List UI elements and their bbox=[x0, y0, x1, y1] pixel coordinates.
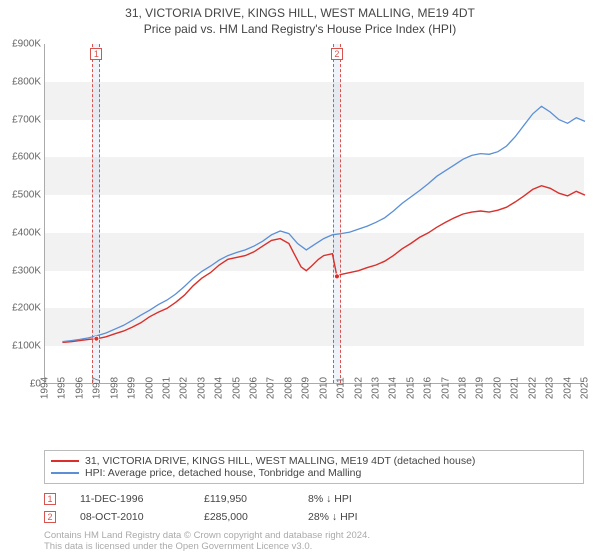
x-axis-tick-label: 2016 bbox=[423, 377, 434, 399]
legend-swatch bbox=[51, 472, 79, 474]
x-axis-tick-label: 2014 bbox=[388, 377, 399, 399]
x-axis-tick-label: 1994 bbox=[40, 377, 51, 399]
sale-date: 11-DEC-1996 bbox=[80, 493, 180, 505]
legend-label: 31, VICTORIA DRIVE, KINGS HILL, WEST MAL… bbox=[85, 455, 475, 467]
x-axis-tick-label: 1995 bbox=[57, 377, 68, 399]
legend-box: 31, VICTORIA DRIVE, KINGS HILL, WEST MAL… bbox=[44, 450, 584, 484]
x-axis-tick-label: 2019 bbox=[475, 377, 486, 399]
plot-area: 12£0£100K£200K£300K£400K£500K£600K£700K£… bbox=[44, 44, 584, 384]
y-axis-tick-label: £400K bbox=[1, 227, 41, 238]
x-axis-tick-label: 2021 bbox=[510, 377, 521, 399]
x-axis-tick-label: 2010 bbox=[318, 377, 329, 399]
title-subtitle: Price paid vs. HM Land Registry's House … bbox=[0, 22, 600, 36]
marker-box-icon: 2 bbox=[44, 511, 56, 523]
x-axis-tick-label: 2002 bbox=[179, 377, 190, 399]
attribution-text: Contains HM Land Registry data © Crown c… bbox=[44, 530, 370, 553]
y-axis-tick-label: £600K bbox=[1, 152, 41, 163]
x-axis-tick-label: 2000 bbox=[144, 377, 155, 399]
y-axis-tick-label: £700K bbox=[1, 114, 41, 125]
table-row: 1 11-DEC-1996 £119,950 8% ↓ HPI bbox=[44, 490, 428, 508]
legend-label: HPI: Average price, detached house, Tonb… bbox=[85, 467, 361, 479]
y-axis-tick-label: £900K bbox=[1, 39, 41, 50]
marker-box-icon: 1 bbox=[44, 493, 56, 505]
x-axis-tick-label: 2025 bbox=[580, 377, 591, 399]
chart-lines-svg bbox=[45, 44, 585, 384]
x-axis-tick-label: 2009 bbox=[301, 377, 312, 399]
x-axis-tick-label: 2023 bbox=[545, 377, 556, 399]
x-axis-tick-label: 2011 bbox=[336, 377, 347, 399]
y-axis-tick-label: £100K bbox=[1, 341, 41, 352]
attribution-line: Contains HM Land Registry data © Crown c… bbox=[44, 530, 370, 541]
x-axis-tick-label: 2015 bbox=[405, 377, 416, 399]
sale-price: £119,950 bbox=[204, 493, 284, 505]
x-axis-tick-label: 2004 bbox=[214, 377, 225, 399]
attribution-line: This data is licensed under the Open Gov… bbox=[44, 541, 370, 552]
x-axis-tick-label: 2008 bbox=[283, 377, 294, 399]
legend-item-hpi: HPI: Average price, detached house, Tonb… bbox=[51, 467, 577, 479]
table-row: 2 08-OCT-2010 £285,000 28% ↓ HPI bbox=[44, 508, 428, 526]
x-axis-tick-label: 1997 bbox=[92, 377, 103, 399]
x-axis-tick-label: 2003 bbox=[196, 377, 207, 399]
x-axis-tick-label: 1996 bbox=[74, 377, 85, 399]
x-axis-tick-label: 2024 bbox=[562, 377, 573, 399]
x-axis-tick-label: 2013 bbox=[370, 377, 381, 399]
legend-item-property: 31, VICTORIA DRIVE, KINGS HILL, WEST MAL… bbox=[51, 455, 577, 467]
legend-swatch bbox=[51, 460, 79, 462]
y-axis-tick-label: £500K bbox=[1, 190, 41, 201]
x-axis-tick-label: 1999 bbox=[127, 377, 138, 399]
chart-area: 12£0£100K£200K£300K£400K£500K£600K£700K£… bbox=[44, 44, 584, 414]
y-axis-tick-label: £200K bbox=[1, 303, 41, 314]
x-axis-tick-label: 2007 bbox=[266, 377, 277, 399]
x-axis-tick-label: 2006 bbox=[249, 377, 260, 399]
sale-price: £285,000 bbox=[204, 511, 284, 523]
x-axis-tick-label: 2005 bbox=[231, 377, 242, 399]
y-axis-tick-label: £0 bbox=[1, 379, 41, 390]
vband-label-icon: 2 bbox=[331, 48, 343, 60]
title-address: 31, VICTORIA DRIVE, KINGS HILL, WEST MAL… bbox=[0, 6, 600, 20]
y-axis-tick-label: £800K bbox=[1, 76, 41, 87]
x-axis-tick-label: 2022 bbox=[527, 377, 538, 399]
x-axis-tick-label: 2017 bbox=[440, 377, 451, 399]
x-axis-tick-label: 2020 bbox=[492, 377, 503, 399]
x-axis-tick-label: 2001 bbox=[161, 377, 172, 399]
x-axis-tick-label: 1998 bbox=[109, 377, 120, 399]
sale-pct-vs-hpi: 28% ↓ HPI bbox=[308, 511, 428, 523]
vband-label-icon: 1 bbox=[90, 48, 102, 60]
y-axis-tick-label: £300K bbox=[1, 265, 41, 276]
sale-pct-vs-hpi: 8% ↓ HPI bbox=[308, 493, 428, 505]
sale-date: 08-OCT-2010 bbox=[80, 511, 180, 523]
x-axis-tick-label: 2018 bbox=[458, 377, 469, 399]
sale-markers-table: 1 11-DEC-1996 £119,950 8% ↓ HPI 2 08-OCT… bbox=[44, 490, 428, 526]
x-axis-tick-label: 2012 bbox=[353, 377, 364, 399]
